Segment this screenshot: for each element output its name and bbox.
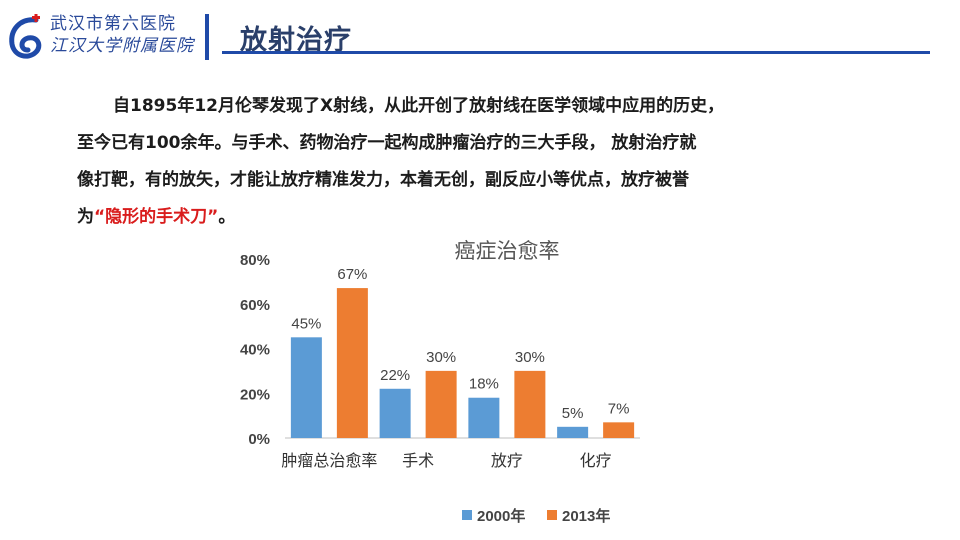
legend-label: 2013年	[562, 507, 610, 525]
invisible-scalpel-highlight: “隐形的手术刀”	[94, 207, 219, 227]
legend-swatch	[547, 510, 557, 520]
y-tick-label: 40%	[240, 342, 270, 359]
bar	[379, 388, 411, 438]
header-underline	[222, 51, 930, 54]
x-tick-label: 肿瘤总治愈率	[281, 451, 377, 470]
hospital-name: 武汉市第六医院 江汉大学附属医院	[50, 14, 194, 57]
bar	[336, 288, 368, 438]
bar	[603, 422, 635, 438]
data-label: 45%	[291, 315, 321, 332]
data-label: 67%	[337, 266, 367, 283]
hospital-name-line1: 武汉市第六医院	[50, 14, 176, 34]
bar	[514, 370, 546, 438]
legend-swatch	[462, 510, 472, 520]
data-label: 22%	[380, 367, 410, 384]
x-tick-label: 放疗	[491, 451, 523, 470]
data-label: 30%	[426, 349, 456, 366]
legend-label: 2000年	[477, 507, 525, 525]
x-tick-label: 手术	[402, 451, 434, 470]
hospital-name-line2: 江汉大学附属医院	[50, 36, 194, 56]
bar	[425, 370, 457, 438]
bar	[468, 397, 500, 438]
data-label: 18%	[469, 376, 499, 393]
header-vertical-divider	[205, 14, 209, 60]
bar	[290, 337, 322, 438]
intro-line-1: 自1895年12月伦琴发现了X射线，从此开创了放射线在医学领域中应用的历史，	[113, 96, 725, 116]
intro-paragraph: 自1895年12月伦琴发现了X射线，从此开创了放射线在医学领域中应用的历史， 至…	[77, 88, 837, 236]
intro-line-2: 至今已有100余年。与手术、药物治疗一起构成肿瘤治疗的三大手段， 放射治疗就	[77, 133, 697, 153]
y-tick-label: 0%	[248, 431, 270, 448]
chart-title: 癌症治愈率	[455, 239, 560, 263]
page-title: 放射治疗	[240, 25, 352, 56]
y-tick-label: 80%	[240, 252, 270, 269]
data-label: 30%	[515, 349, 545, 366]
bar	[557, 426, 589, 438]
intro-line-4-suffix: 。	[218, 207, 236, 227]
intro-line-3: 像打靶，有的放矢，才能让放疗精准发力，本着无创，副反应小等优点，放疗被誉	[77, 170, 689, 190]
y-tick-label: 20%	[240, 386, 270, 403]
intro-line-4-prefix: 为	[77, 207, 94, 227]
x-tick-label: 化疗	[580, 451, 612, 470]
y-tick-label: 60%	[240, 297, 270, 314]
hospital-logo-icon	[9, 14, 42, 59]
data-label: 5%	[562, 405, 584, 422]
intro-line-4: 为“隐形的手术刀”。	[77, 199, 837, 236]
data-label: 7%	[608, 400, 630, 417]
cure-rate-chart: 癌症治愈率 0% 20% 40% 60% 80% 45% 67% 肿瘤总治愈率 22% 30% 手术 1…	[240, 239, 640, 525]
